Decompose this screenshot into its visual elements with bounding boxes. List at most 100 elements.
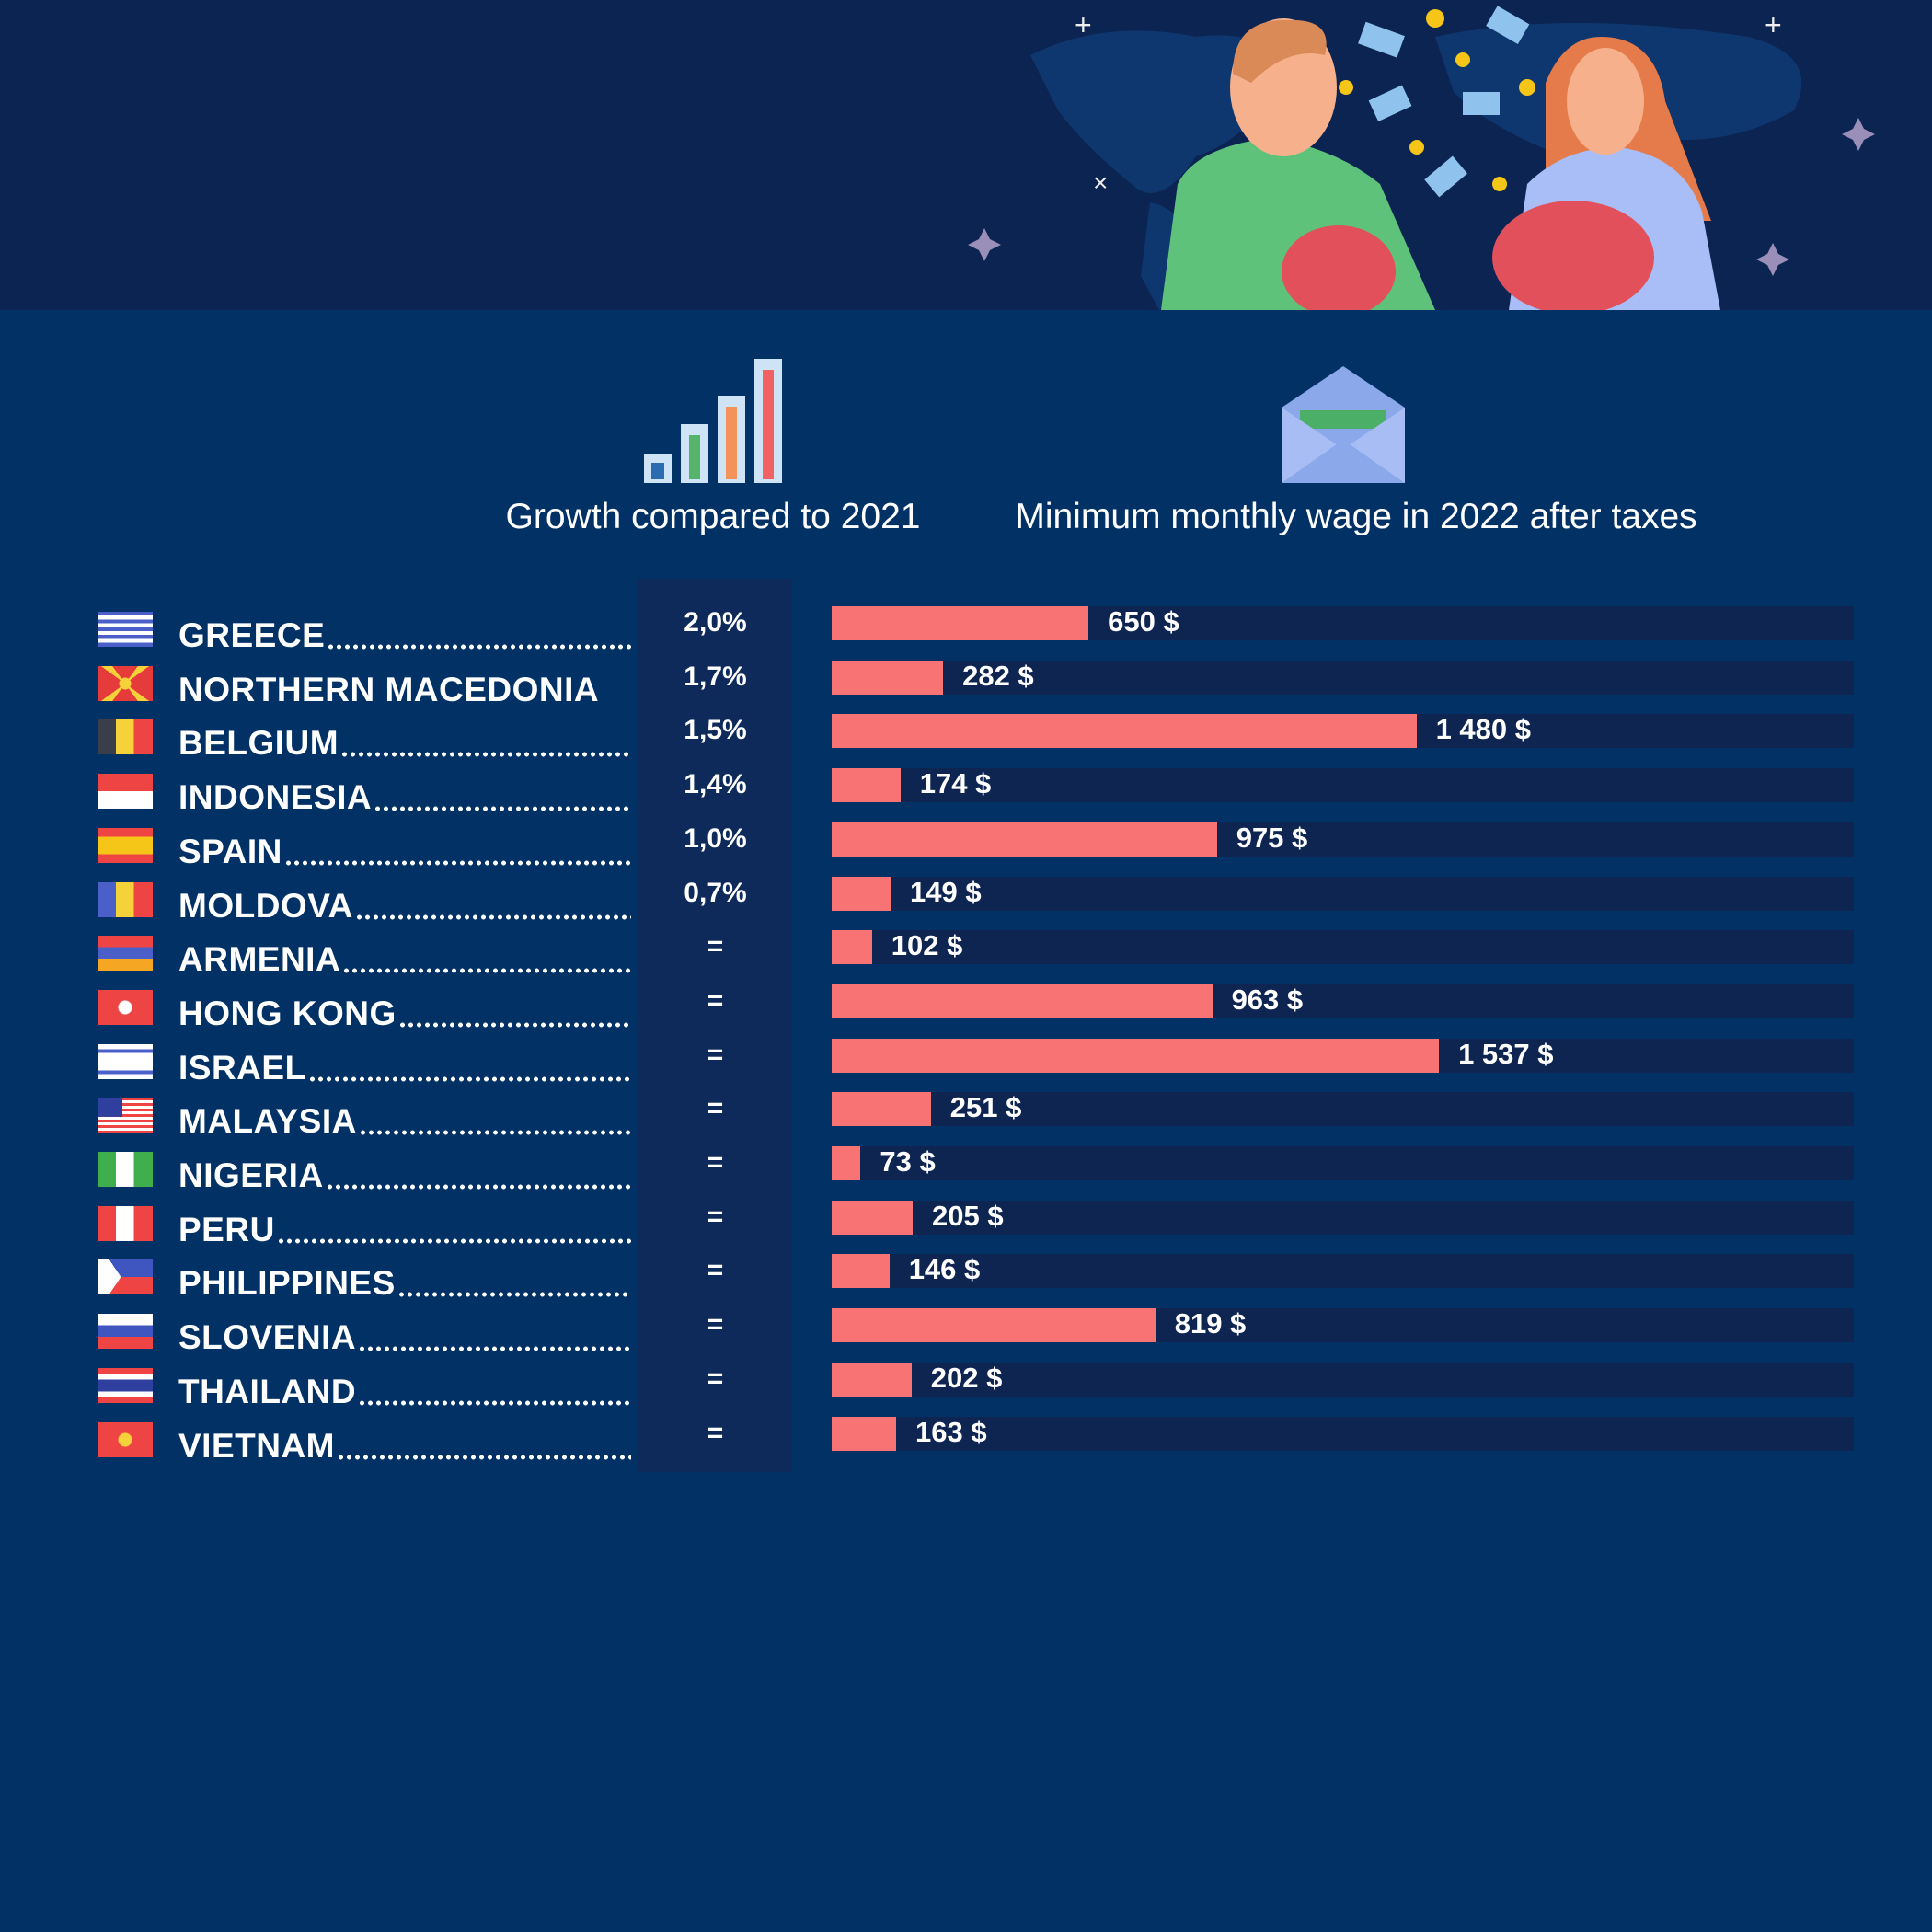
growth-value: = xyxy=(707,931,724,962)
row-spain: SPAIN 1,0% 975 $ xyxy=(0,822,1932,882)
wage-label: 650 $ xyxy=(1108,605,1179,638)
country-label: MALAYSIA xyxy=(178,1102,357,1141)
star-icons xyxy=(968,118,1875,276)
wage-label: 1 480 $ xyxy=(1435,713,1532,746)
wage-label: 819 $ xyxy=(1174,1307,1247,1340)
svg-text:+: + xyxy=(1765,8,1782,41)
growth-value: 1,0% xyxy=(684,822,747,854)
wage-bar xyxy=(832,1146,861,1180)
dot-leader xyxy=(337,1454,631,1460)
wage-bar xyxy=(832,1308,1156,1343)
flag-hongkong-icon xyxy=(98,989,153,1025)
row-indonesia: INDONESIA 1,4% 174 $ xyxy=(0,767,1932,828)
flag-moldova-icon xyxy=(98,881,153,917)
flag-belgium-icon xyxy=(98,719,153,755)
sparkle-icons: + + × xyxy=(1075,8,1782,197)
wage-bar xyxy=(832,768,901,803)
row-peru: PERU = 205 $ xyxy=(0,1200,1932,1260)
dot-leader xyxy=(342,968,631,974)
dot-leader xyxy=(397,1292,631,1298)
flag-armenia-icon xyxy=(98,936,153,972)
dot-leader xyxy=(307,1075,631,1082)
dot-leader xyxy=(374,806,631,812)
growth-value: 0,7% xyxy=(684,877,747,908)
flag-slovenia-icon xyxy=(98,1314,153,1350)
row-thailand: THAILAND = 202 $ xyxy=(0,1362,1932,1422)
wage-column-title: Minimum monthly wage in 2022 after taxes xyxy=(1015,497,1697,536)
wage-bar xyxy=(832,1038,1440,1073)
wage-bar xyxy=(832,822,1217,857)
envelope-money-icon xyxy=(1282,366,1405,483)
country-name: GREECE xyxy=(178,615,631,655)
dot-leader xyxy=(358,1346,631,1352)
flag-nigeria-icon xyxy=(98,1152,153,1187)
flag-vietnam-icon xyxy=(98,1421,153,1457)
country-name: SLOVENIA xyxy=(178,1317,631,1357)
wage-bar xyxy=(832,1200,914,1235)
country-name: PERU xyxy=(178,1209,631,1249)
wage-bar xyxy=(832,1092,931,1127)
bar-track xyxy=(832,1092,1854,1127)
wage-label: 205 $ xyxy=(932,1199,1004,1232)
country-name: VIETNAM xyxy=(178,1425,631,1466)
row-northern-macedonia: NORTHERN MACEDONIA 1,7% 282 $ xyxy=(0,660,1932,720)
wage-bar xyxy=(832,876,891,911)
country-label: ISRAEL xyxy=(178,1048,306,1087)
man-figure-icon xyxy=(1161,18,1435,310)
bar-track xyxy=(832,1362,1854,1397)
row-armenia: ARMENIA = 102 $ xyxy=(0,929,1932,990)
country-name: HONG KONG xyxy=(178,993,631,1033)
growth-value: = xyxy=(707,1363,724,1394)
bar-track xyxy=(832,660,1854,695)
row-moldova: MOLDOVA 0,7% 149 $ xyxy=(0,876,1932,937)
row-belgium: BELGIUM 1,5% 1 480 $ xyxy=(0,713,1932,774)
wage-label: 1 537 $ xyxy=(1458,1037,1554,1070)
country-name: NORTHERN MACEDONIA xyxy=(178,669,631,709)
bar-track xyxy=(832,1254,1854,1289)
bar-track xyxy=(832,1200,1854,1235)
country-label: NORTHERN MACEDONIA xyxy=(178,670,600,708)
dot-leader xyxy=(354,914,631,920)
savings-illustration: + + × xyxy=(968,6,1875,310)
wage-bar xyxy=(832,983,1213,1018)
growth-value: = xyxy=(707,984,724,1016)
growth-value: = xyxy=(707,1255,724,1286)
dot-leader xyxy=(358,1130,631,1136)
country-label: INDONESIA xyxy=(178,778,373,817)
country-name: PHILIPPINES xyxy=(178,1262,631,1303)
woman-figure-icon xyxy=(1492,37,1720,310)
country-label: THAILAND xyxy=(178,1372,357,1410)
country-name: THAILAND xyxy=(178,1371,631,1411)
wage-label: 174 $ xyxy=(919,767,992,800)
wage-label: 146 $ xyxy=(908,1253,981,1286)
country-label: MOLDOVA xyxy=(178,886,353,925)
country-label: ARMENIA xyxy=(178,940,341,979)
country-name: ISRAEL xyxy=(178,1047,631,1087)
country-name: MALAYSIA xyxy=(178,1100,631,1141)
wage-bar xyxy=(832,606,1089,640)
wage-label: 163 $ xyxy=(915,1415,987,1448)
wage-bar xyxy=(832,1416,896,1451)
wage-label: 282 $ xyxy=(962,659,1034,692)
bar-track xyxy=(832,1146,1854,1180)
flag-israel-icon xyxy=(98,1043,153,1079)
country-name: BELGIUM xyxy=(178,722,631,763)
bar-track xyxy=(832,768,1854,803)
growth-value: = xyxy=(707,1093,724,1124)
growth-column-background xyxy=(638,579,792,1472)
flag-greece-icon xyxy=(98,612,153,647)
wage-label: 149 $ xyxy=(909,875,982,908)
wage-label: 975 $ xyxy=(1236,821,1308,854)
growth-value: = xyxy=(707,1309,724,1340)
svg-text:×: × xyxy=(1093,168,1108,197)
dot-leader xyxy=(340,752,631,758)
growth-value: = xyxy=(707,1039,724,1070)
growth-value: 2,0% xyxy=(684,607,747,638)
country-name: NIGERIA xyxy=(178,1155,631,1195)
growth-value: 1,5% xyxy=(684,715,747,746)
dot-leader xyxy=(325,1184,631,1190)
country-label: BELGIUM xyxy=(178,724,339,763)
hero-illustration: + + × xyxy=(0,0,1932,310)
flag-macedonia-icon xyxy=(98,665,153,701)
bar-track xyxy=(832,1416,1854,1451)
